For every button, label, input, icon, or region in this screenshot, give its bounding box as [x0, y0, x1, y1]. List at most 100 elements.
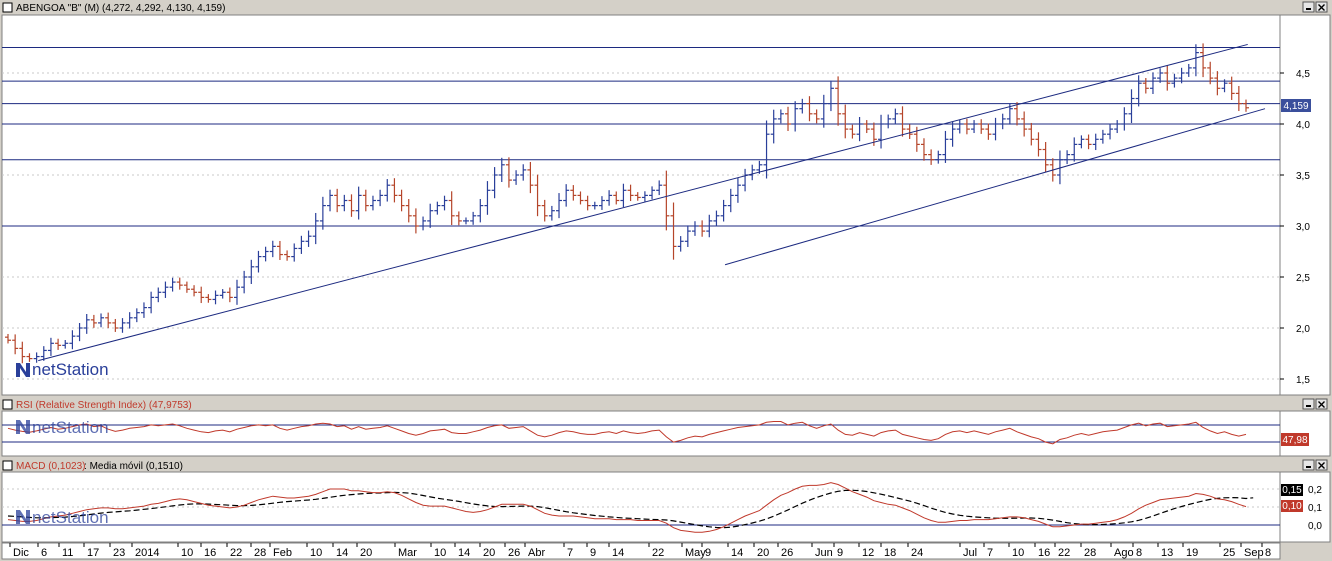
price-bar: [856, 117, 863, 142]
price-bar: [691, 221, 698, 236]
macd-signal-title: Media móvil (0,1510): [90, 461, 183, 472]
price-bar: [5, 333, 11, 344]
price-bar: [820, 94, 827, 128]
price-bar: [963, 118, 970, 135]
price-bar: [620, 183, 627, 208]
price-bar: [999, 113, 1006, 130]
macd-y-tick-label: 0,0: [1308, 521, 1322, 532]
rsi-panel: RSI (Relative Strength Index) (47,9753) …: [0, 397, 1332, 457]
price-bar: [1107, 123, 1114, 140]
x-tick-label: 20: [360, 547, 372, 559]
price-panel-titlebar: [0, 0, 1332, 14]
price-bar: [513, 170, 520, 185]
price-bar: [133, 308, 140, 323]
price-bar: [713, 210, 720, 227]
price-last-value: 4,159: [1283, 101, 1308, 112]
rsi-panel-minimize-button[interactable]: [1302, 398, 1315, 410]
price-bar: [1228, 76, 1235, 100]
price-bar: [1235, 85, 1242, 112]
price-bar: [441, 195, 448, 211]
price-bar: [563, 184, 570, 207]
price-bar: [47, 337, 54, 356]
price-bar: [627, 184, 634, 202]
x-tick-label: Sep: [1244, 547, 1264, 559]
price-bar: [527, 161, 534, 194]
rsi-panel-title: RSI (Relative Strength Index) (47,9753): [16, 400, 192, 411]
price-bar: [219, 289, 226, 299]
x-tick-label: 25: [1223, 547, 1235, 559]
price-bar: [491, 167, 498, 199]
price-bar: [212, 290, 219, 305]
price-panel-close-button[interactable]: [1315, 1, 1328, 13]
price-bar: [55, 338, 62, 350]
price-bar: [1078, 135, 1085, 149]
price-bar: [355, 186, 362, 220]
x-tick-label: Dic: [13, 547, 29, 559]
price-bar: [1178, 67, 1185, 84]
price-bar: [670, 202, 677, 260]
price-bar: [148, 291, 155, 314]
price-bar: [262, 246, 269, 262]
x-tick-label: 9: [705, 547, 711, 559]
rsi-panel-close-button[interactable]: [1315, 398, 1328, 410]
close-icon: [1318, 401, 1325, 408]
price-bar: [520, 164, 527, 181]
x-tick-label: 26: [781, 547, 793, 559]
rsi-panel-checkbox[interactable]: [2, 399, 13, 410]
macd-panel: MACD (0,1023) : Media móvil (0,1510) 0,0…: [0, 458, 1332, 543]
price-bar: [649, 186, 656, 200]
minimize-icon: [1306, 405, 1311, 407]
price-bar: [1042, 142, 1049, 173]
macd-panel-minimize-button[interactable]: [1302, 459, 1315, 471]
price-bar: [734, 177, 741, 203]
price-bar: [1200, 43, 1207, 78]
price-bar: [226, 287, 233, 303]
price-bar: [319, 196, 326, 230]
macd-panel-close-button[interactable]: [1315, 459, 1328, 471]
price-bar: [248, 259, 255, 284]
price-bar: [978, 119, 985, 134]
price-bar: [1214, 71, 1221, 96]
price-panel-minimize-button[interactable]: [1302, 1, 1315, 13]
price-bar: [1085, 134, 1092, 150]
netstation-logo-icon: [16, 510, 30, 524]
macd-line: [7, 482, 1247, 533]
price-bar: [76, 323, 83, 342]
price-bar: [455, 211, 462, 226]
price-bar: [899, 106, 906, 137]
price-bar: [98, 313, 105, 328]
x-tick-label: 18: [884, 547, 896, 559]
price-bar: [298, 235, 305, 254]
price-bar: [706, 214, 713, 238]
price-bar: [1149, 72, 1156, 95]
price-y-tick-label: 3,5: [1296, 171, 1310, 182]
minimize-icon: [1306, 466, 1311, 468]
price-bar: [928, 149, 935, 165]
price-bar: [935, 150, 942, 164]
x-tick-label: 26: [508, 547, 520, 559]
netstation-watermark-rsi: netStation: [16, 418, 109, 437]
price-bar: [770, 109, 777, 144]
price-bar: [548, 205, 555, 221]
macd-signal-line: [7, 489, 1254, 529]
price-bar: [398, 189, 405, 212]
price-bar: [813, 109, 820, 124]
price-bar: [613, 191, 620, 205]
price-bar: [276, 240, 283, 260]
x-tick-label: 16: [204, 547, 216, 559]
x-tick-label: 13: [1161, 547, 1173, 559]
watermark-text: netStation: [32, 508, 109, 527]
netstation-logo-icon: [16, 420, 30, 434]
price-bar: [162, 281, 169, 298]
price-bar: [1064, 150, 1071, 165]
price-bar: [985, 123, 992, 140]
price-bar: [369, 195, 376, 211]
x-tick-label: 12: [862, 547, 874, 559]
price-bar: [992, 117, 999, 141]
price-panel-checkbox[interactable]: [2, 2, 13, 13]
price-bar: [1021, 111, 1028, 137]
macd-panel-checkbox[interactable]: [2, 460, 13, 471]
x-tick-label: Ago: [1114, 547, 1134, 559]
price-bar: [12, 334, 19, 355]
